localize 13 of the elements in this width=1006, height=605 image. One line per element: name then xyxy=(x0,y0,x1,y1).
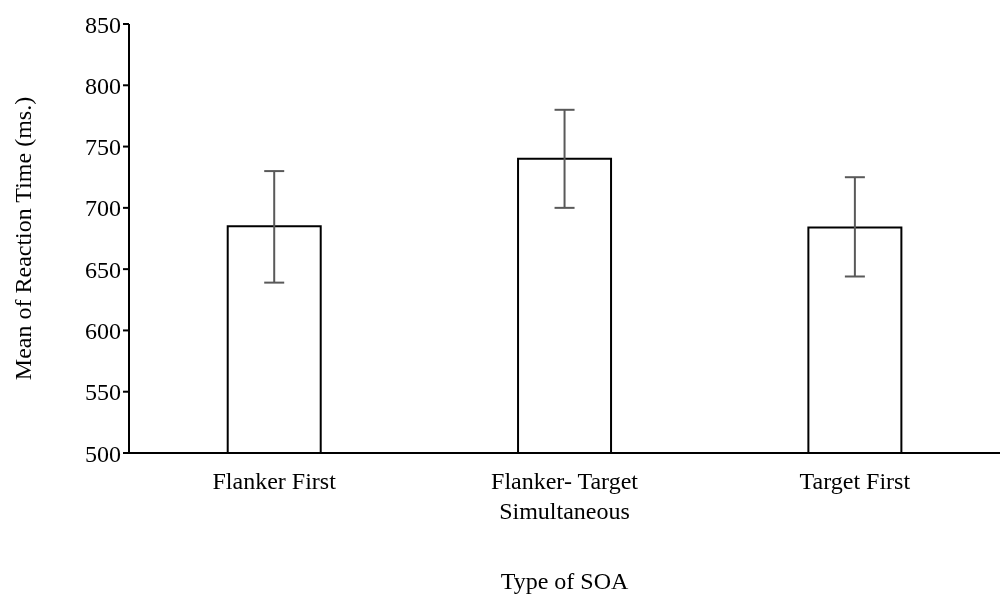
y-tick-label: 500 xyxy=(85,440,121,467)
y-axis-title: Mean of Reaction Time (ms.) xyxy=(9,96,36,381)
x-tick-label: Flanker- Target Simultaneous xyxy=(491,468,639,524)
y-tick-label: 800 xyxy=(85,72,121,99)
y-tick-label: 700 xyxy=(85,195,121,222)
x-axis-title: Type of SOA xyxy=(500,568,629,594)
x-tick-label: Flanker First xyxy=(212,468,337,494)
y-tick-label: 550 xyxy=(85,379,121,406)
y-tick-label: 850 xyxy=(85,11,121,38)
y-tick-label: 600 xyxy=(85,317,121,344)
y-tick-label: 750 xyxy=(85,134,121,161)
y-tick-label: 650 xyxy=(85,256,121,283)
x-tick-label: Target First xyxy=(799,468,911,494)
